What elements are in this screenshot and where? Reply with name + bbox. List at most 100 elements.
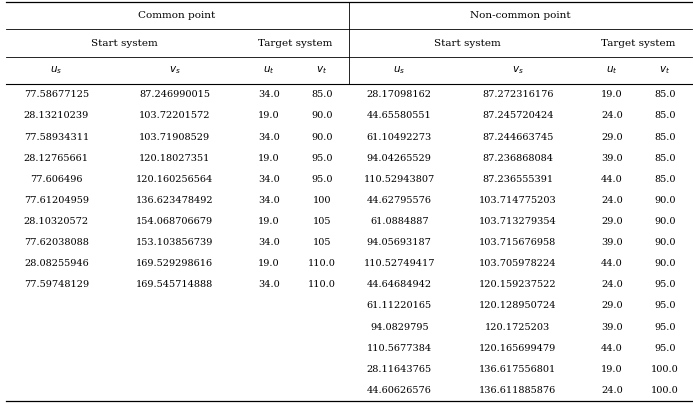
Text: 19.0: 19.0 xyxy=(258,154,280,163)
Text: 95.0: 95.0 xyxy=(654,280,676,289)
Text: 34.0: 34.0 xyxy=(258,196,280,205)
Text: 61.10492273: 61.10492273 xyxy=(367,133,432,141)
Text: 110.52749417: 110.52749417 xyxy=(364,259,435,268)
Text: 90.0: 90.0 xyxy=(654,217,676,226)
Text: $u_s$: $u_s$ xyxy=(393,64,405,77)
Text: Start system: Start system xyxy=(434,39,500,48)
Text: 39.0: 39.0 xyxy=(601,154,623,163)
Text: 94.05693187: 94.05693187 xyxy=(367,238,432,247)
Text: $u_s$: $u_s$ xyxy=(50,64,62,77)
Text: 85.0: 85.0 xyxy=(654,175,676,184)
Text: 28.08255946: 28.08255946 xyxy=(24,259,89,268)
Text: $u_t$: $u_t$ xyxy=(606,64,617,77)
Text: 120.128950724: 120.128950724 xyxy=(479,301,556,310)
Text: Target system: Target system xyxy=(602,39,676,48)
Text: 87.244663745: 87.244663745 xyxy=(482,133,554,141)
Text: 77.62038088: 77.62038088 xyxy=(24,238,89,247)
Text: 24.0: 24.0 xyxy=(601,196,623,205)
Text: 77.606496: 77.606496 xyxy=(30,175,82,184)
Text: 90.0: 90.0 xyxy=(311,133,333,141)
Text: 120.18027351: 120.18027351 xyxy=(139,154,211,163)
Text: 29.0: 29.0 xyxy=(601,301,623,310)
Text: 95.0: 95.0 xyxy=(311,175,333,184)
Text: 44.65580551: 44.65580551 xyxy=(367,111,432,120)
Text: 103.714775203: 103.714775203 xyxy=(479,196,556,205)
Text: $v_s$: $v_s$ xyxy=(169,64,181,77)
Text: 87.236555391: 87.236555391 xyxy=(482,175,553,184)
Text: 44.62795576: 44.62795576 xyxy=(367,196,432,205)
Text: 94.0829795: 94.0829795 xyxy=(370,322,429,332)
Text: 77.59748129: 77.59748129 xyxy=(24,280,89,289)
Text: 90.0: 90.0 xyxy=(654,238,676,247)
Text: Start system: Start system xyxy=(91,39,157,48)
Text: $v_s$: $v_s$ xyxy=(512,64,524,77)
Text: 153.103856739: 153.103856739 xyxy=(136,238,213,247)
Text: 100.0: 100.0 xyxy=(651,386,679,395)
Text: 105: 105 xyxy=(313,217,331,226)
Text: 44.0: 44.0 xyxy=(601,175,623,184)
Text: 28.10320572: 28.10320572 xyxy=(24,217,89,226)
Text: 85.0: 85.0 xyxy=(654,133,676,141)
Text: 95.0: 95.0 xyxy=(654,322,676,332)
Text: 77.61204959: 77.61204959 xyxy=(24,196,89,205)
Text: Target system: Target system xyxy=(258,39,333,48)
Text: 85.0: 85.0 xyxy=(654,111,676,120)
Text: 120.159237522: 120.159237522 xyxy=(479,280,556,289)
Text: 103.72201572: 103.72201572 xyxy=(139,111,211,120)
Text: 169.545714888: 169.545714888 xyxy=(136,280,213,289)
Text: 95.0: 95.0 xyxy=(311,154,333,163)
Text: $v_t$: $v_t$ xyxy=(660,64,671,77)
Text: 120.165699479: 120.165699479 xyxy=(479,344,556,353)
Text: 90.0: 90.0 xyxy=(654,196,676,205)
Text: 44.0: 44.0 xyxy=(601,344,623,353)
Text: $v_t$: $v_t$ xyxy=(317,64,328,77)
Text: 85.0: 85.0 xyxy=(654,154,676,163)
Text: 154.068706679: 154.068706679 xyxy=(136,217,213,226)
Text: 28.12765661: 28.12765661 xyxy=(24,154,89,163)
Text: $u_t$: $u_t$ xyxy=(263,64,274,77)
Text: 44.0: 44.0 xyxy=(601,259,623,268)
Text: 90.0: 90.0 xyxy=(311,111,333,120)
Text: 110.52943807: 110.52943807 xyxy=(364,175,435,184)
Text: 34.0: 34.0 xyxy=(258,280,280,289)
Text: 61.0884887: 61.0884887 xyxy=(370,217,429,226)
Text: 19.0: 19.0 xyxy=(258,111,280,120)
Text: 100: 100 xyxy=(313,196,331,205)
Text: 28.13210239: 28.13210239 xyxy=(24,111,89,120)
Text: 87.246990015: 87.246990015 xyxy=(139,90,210,99)
Text: 120.160256564: 120.160256564 xyxy=(136,175,213,184)
Text: 103.713279354: 103.713279354 xyxy=(479,217,556,226)
Text: 61.11220165: 61.11220165 xyxy=(367,301,432,310)
Text: 136.617556801: 136.617556801 xyxy=(479,365,556,374)
Text: 136.611885876: 136.611885876 xyxy=(479,386,556,395)
Text: 19.0: 19.0 xyxy=(258,217,280,226)
Text: 24.0: 24.0 xyxy=(601,280,623,289)
Text: 100.0: 100.0 xyxy=(651,365,679,374)
Text: 103.705978224: 103.705978224 xyxy=(479,259,556,268)
Text: 19.0: 19.0 xyxy=(601,90,623,99)
Text: 77.58934311: 77.58934311 xyxy=(24,133,89,141)
Text: 120.1725203: 120.1725203 xyxy=(485,322,550,332)
Text: 94.04265529: 94.04265529 xyxy=(367,154,432,163)
Text: 85.0: 85.0 xyxy=(654,90,676,99)
Text: 87.236868084: 87.236868084 xyxy=(482,154,553,163)
Text: 85.0: 85.0 xyxy=(311,90,333,99)
Text: 105: 105 xyxy=(313,238,331,247)
Text: 24.0: 24.0 xyxy=(601,111,623,120)
Text: 34.0: 34.0 xyxy=(258,90,280,99)
Text: 34.0: 34.0 xyxy=(258,238,280,247)
Text: Common point: Common point xyxy=(139,11,216,20)
Text: 29.0: 29.0 xyxy=(601,133,623,141)
Text: 87.272316176: 87.272316176 xyxy=(482,90,554,99)
Text: 28.17098162: 28.17098162 xyxy=(367,90,432,99)
Text: 95.0: 95.0 xyxy=(654,344,676,353)
Text: 29.0: 29.0 xyxy=(601,217,623,226)
Text: 169.529298616: 169.529298616 xyxy=(136,259,213,268)
Text: 39.0: 39.0 xyxy=(601,238,623,247)
Text: 87.245720424: 87.245720424 xyxy=(482,111,554,120)
Text: 28.11643765: 28.11643765 xyxy=(367,365,432,374)
Text: 44.64684942: 44.64684942 xyxy=(367,280,432,289)
Text: 19.0: 19.0 xyxy=(258,259,280,268)
Text: 136.623478492: 136.623478492 xyxy=(136,196,213,205)
Text: Non-common point: Non-common point xyxy=(470,11,570,20)
